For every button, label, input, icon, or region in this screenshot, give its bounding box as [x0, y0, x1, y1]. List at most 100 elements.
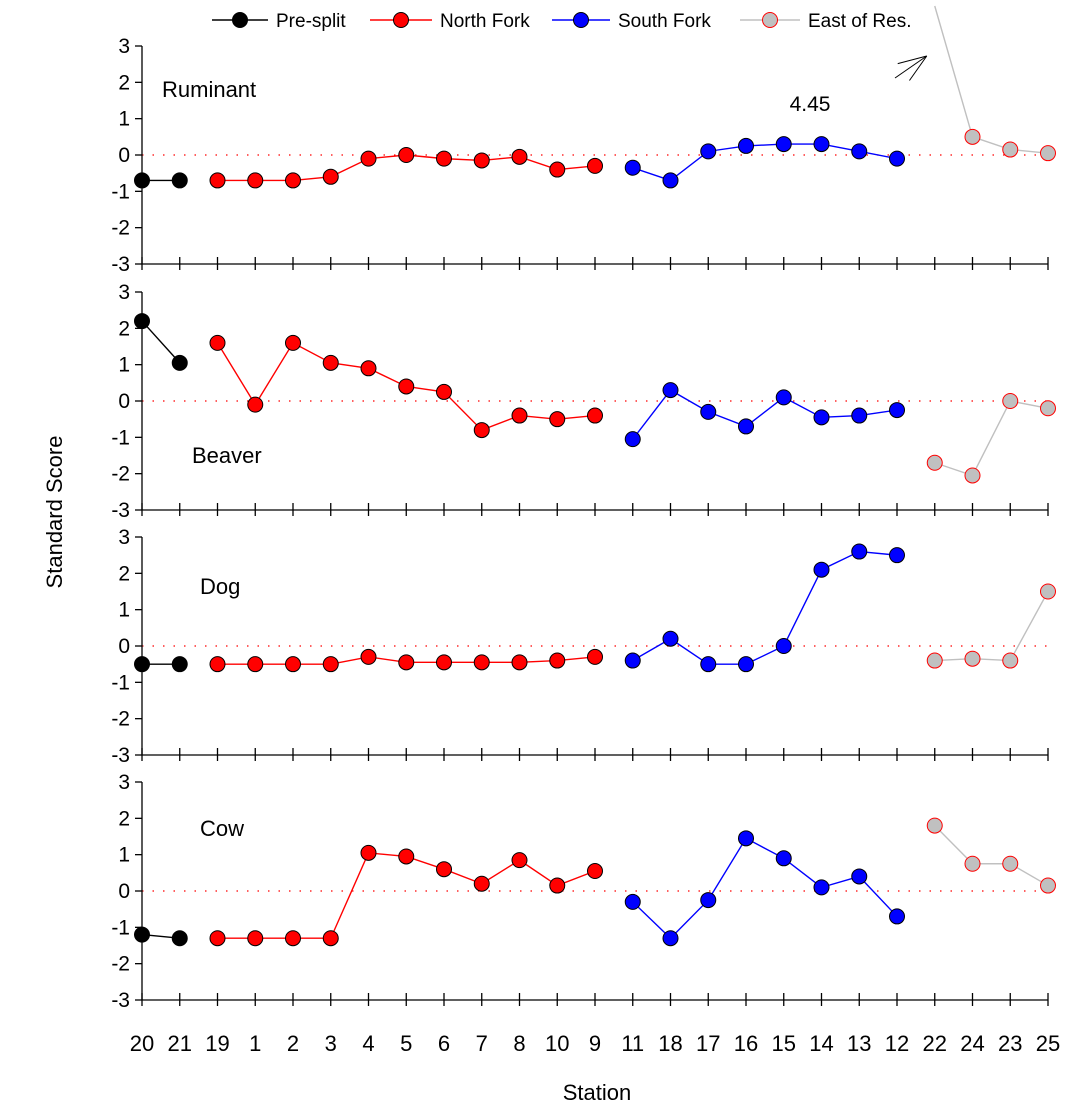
data-point	[285, 172, 301, 189]
x-tick-label: 18	[658, 1031, 682, 1056]
legend-label: North Fork	[440, 11, 530, 32]
data-point	[549, 877, 566, 894]
series-line	[934, 400, 1049, 477]
data-point	[775, 136, 792, 153]
series-pre-split	[134, 656, 188, 673]
x-tick-label: 8	[513, 1031, 525, 1056]
x-tick-label: 19	[205, 1031, 229, 1056]
data-point	[549, 161, 566, 178]
data-point	[587, 407, 603, 424]
data-point	[964, 467, 981, 484]
data-point	[775, 850, 792, 867]
data-point	[322, 354, 339, 371]
data-point	[813, 136, 830, 153]
legend: Pre-split North Fork South Fork East of Res…	[212, 11, 912, 32]
series-line	[632, 550, 898, 665]
y-tick-label: -3	[111, 253, 130, 276]
data-point	[851, 143, 868, 160]
data-point	[247, 930, 264, 947]
data-point	[813, 409, 830, 426]
data-point	[624, 652, 641, 669]
y-tick-label: 3	[118, 526, 130, 549]
x-tick-label: 2	[287, 1031, 299, 1056]
data-point	[587, 863, 603, 880]
data-point	[964, 855, 981, 872]
data-point	[511, 407, 528, 424]
x-tick-label: 17	[696, 1031, 720, 1056]
panel-title: Beaver	[192, 443, 262, 468]
y-tick-label: 3	[118, 771, 130, 794]
data-point	[964, 128, 981, 145]
x-tick-label: 10	[545, 1031, 569, 1056]
series-north-fork	[209, 648, 603, 673]
y-axis-title: Standard Score	[42, 436, 67, 589]
data-point	[209, 172, 226, 189]
series-line	[934, 591, 1049, 662]
data-point	[511, 654, 528, 671]
y-tick-label: 1	[118, 599, 130, 622]
chart-panels: 3 2 1 0 -1 -2 -3 Ruminant 4.45 3 2 1 0 -1 -2 -3 Beaver 3 2…	[111, 5, 1056, 1012]
y-tick-label: -3	[111, 744, 130, 767]
x-tick-label: 25	[1036, 1031, 1060, 1056]
y-tick-label: -2	[111, 953, 130, 976]
series-north-fork	[209, 147, 603, 189]
data-point	[662, 630, 679, 647]
y-tick-label: -1	[111, 180, 130, 203]
data-point	[1002, 855, 1019, 872]
series-north-fork	[209, 844, 603, 947]
legend-marker	[232, 12, 248, 28]
data-point	[851, 407, 868, 424]
x-tick-label: 6	[438, 1031, 450, 1056]
y-tick-label: 2	[118, 807, 130, 830]
panel-cow: 3 2 1 0 -1 -2 -3 Cow	[111, 771, 1056, 1012]
series-south-fork	[624, 543, 905, 673]
panel-dog: 3 2 1 0 -1 -2 -3 Dog	[111, 526, 1056, 767]
series-east-of-res	[934, 5, 1056, 162]
y-tick-label: -3	[111, 499, 130, 522]
y-tick-label: 1	[118, 354, 130, 377]
x-tick-label: 5	[400, 1031, 412, 1056]
data-point	[398, 378, 415, 395]
data-point	[473, 875, 490, 892]
data-point	[360, 648, 377, 665]
data-point	[473, 654, 490, 671]
y-tick-label: 0	[118, 390, 130, 413]
data-point	[436, 654, 452, 671]
data-point	[738, 656, 754, 673]
data-point	[964, 650, 981, 667]
data-point	[171, 930, 188, 947]
data-point	[587, 648, 603, 665]
data-point	[398, 654, 415, 671]
y-tick-label: 3	[118, 35, 130, 58]
data-point	[285, 930, 301, 947]
legend-item-south-fork: South Fork	[552, 11, 711, 32]
data-point	[624, 159, 641, 176]
x-tick-label: 11	[621, 1031, 644, 1056]
data-point	[662, 172, 679, 189]
data-point	[247, 396, 264, 413]
y-tick-label: -1	[111, 916, 130, 939]
x-tick-label: 4	[362, 1031, 374, 1056]
series-north-fork	[209, 334, 603, 439]
x-tick-label: 3	[325, 1031, 337, 1056]
series-line	[632, 837, 898, 940]
data-point	[1040, 877, 1056, 894]
y-tick-label: 0	[118, 880, 130, 903]
data-point	[889, 150, 905, 167]
x-tick-label: 23	[998, 1031, 1022, 1056]
data-point	[851, 543, 868, 560]
series-pre-split	[134, 313, 188, 371]
panel-ruminant: 3 2 1 0 -1 -2 -3 Ruminant 4.45	[111, 5, 1056, 276]
data-point	[1040, 400, 1056, 417]
data-point	[738, 418, 754, 435]
panel-title: Ruminant	[162, 77, 256, 102]
data-point	[1040, 583, 1056, 600]
y-tick-label: 2	[118, 562, 130, 585]
legend-item-pre-split: Pre-split	[212, 11, 346, 32]
data-point	[247, 172, 264, 189]
x-tick-label: 16	[734, 1031, 758, 1056]
data-point	[587, 157, 603, 174]
x-tick-label: 15	[772, 1031, 796, 1056]
series-south-fork	[624, 382, 905, 448]
